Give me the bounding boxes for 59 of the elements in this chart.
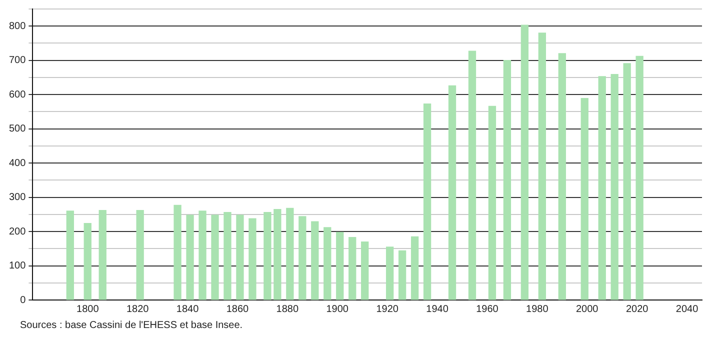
bar <box>423 104 432 300</box>
bar <box>286 208 294 300</box>
bar <box>324 227 332 300</box>
bar <box>174 204 182 300</box>
bar <box>136 210 144 300</box>
bar <box>623 63 631 300</box>
y-tick-label: 400 <box>8 158 26 169</box>
y-tick-label: 500 <box>8 124 26 135</box>
bar <box>248 218 256 300</box>
bar <box>610 74 618 300</box>
y-tick-label: 300 <box>8 192 26 204</box>
bar <box>274 208 282 300</box>
bar <box>488 106 496 300</box>
x-tick-label: 2020 <box>626 304 649 315</box>
bar <box>580 98 588 300</box>
x-tick-label: 1800 <box>76 304 100 315</box>
x-tick-label: 1940 <box>426 304 449 315</box>
bar <box>386 246 394 300</box>
x-tick-label: 1820 <box>126 304 150 315</box>
bar <box>468 50 476 300</box>
bar <box>186 214 194 300</box>
y-tick-label: 700 <box>8 55 26 66</box>
bar <box>236 214 244 300</box>
bar <box>636 56 644 300</box>
x-tick-label: 1860 <box>226 304 250 315</box>
source-note: Sources : base Cassini de l'EHESS et base Insee. <box>20 320 243 331</box>
bar <box>198 210 206 300</box>
bar <box>264 212 272 300</box>
bar <box>98 210 106 300</box>
bar <box>538 32 546 300</box>
x-tick-label: 1980 <box>526 304 549 315</box>
x-tick-label: 1880 <box>276 304 299 315</box>
x-tick-label: 1840 <box>176 304 200 315</box>
bar <box>410 236 419 300</box>
y-tick-label: 100 <box>8 260 26 272</box>
x-tick-label: 1900 <box>326 304 349 315</box>
bar <box>298 216 306 300</box>
x-tick-label: 2000 <box>576 304 599 315</box>
bar <box>66 210 74 300</box>
y-tick-label: 200 <box>8 226 26 238</box>
bar <box>398 250 406 300</box>
bar <box>520 24 529 300</box>
bar <box>211 214 219 300</box>
bar <box>336 232 344 300</box>
bar <box>84 222 92 300</box>
y-tick-label: 600 <box>8 89 26 100</box>
x-tick-label: 1920 <box>376 304 399 315</box>
bar <box>361 241 369 300</box>
x-tick-label: 1960 <box>476 304 499 315</box>
bar <box>224 212 232 300</box>
bar <box>448 85 456 300</box>
y-tick-label: 0 <box>20 294 26 306</box>
y-tick-label: 800 <box>8 20 26 32</box>
bar <box>348 237 356 300</box>
bar <box>558 53 566 300</box>
bar <box>503 60 512 300</box>
x-tick-label: 2040 <box>676 304 699 315</box>
bar <box>311 221 319 300</box>
bar <box>598 76 606 300</box>
